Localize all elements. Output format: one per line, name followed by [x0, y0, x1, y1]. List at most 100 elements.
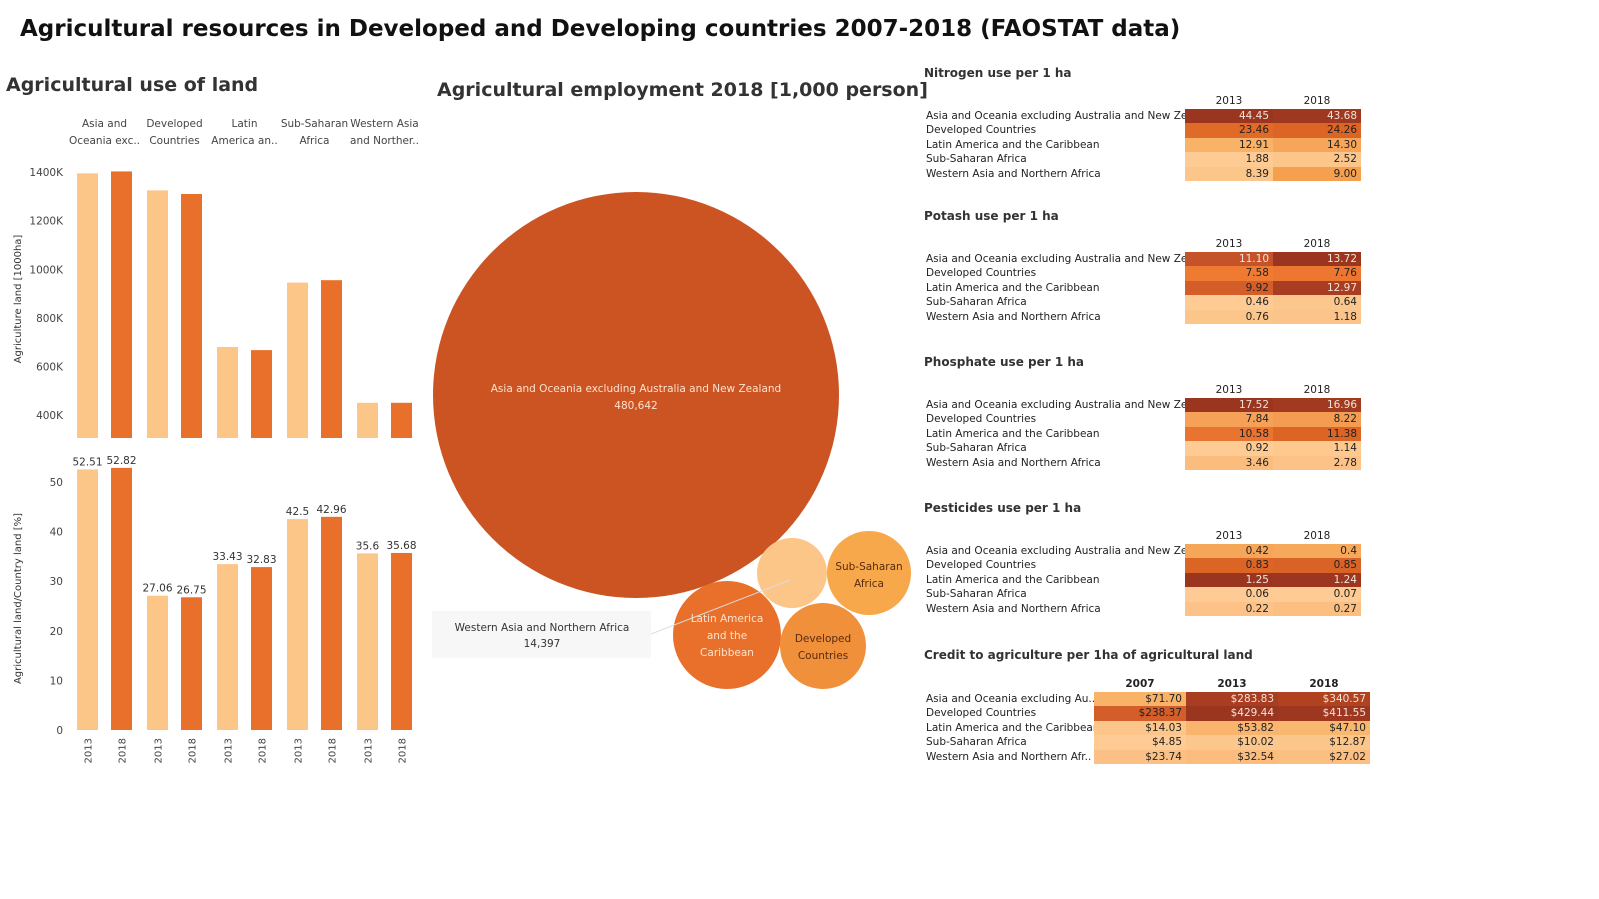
employment-bubble: [433, 192, 839, 598]
table-cell: 1.14: [1273, 441, 1361, 456]
table-column-header: 2018: [1303, 384, 1331, 396]
data-label: 35.6: [356, 540, 380, 552]
callout-line: [650, 579, 791, 635]
land-share-bar: [181, 597, 202, 730]
land-share-bar: [287, 519, 308, 730]
table-row: Developed Countries 7.58 7.76: [924, 266, 1361, 281]
y-tick-label: 400K: [36, 410, 64, 422]
y-axis-label: Agricultural land/Country land [%]: [13, 513, 24, 684]
potash-table: 2013 2018 Asia and Oceania excluding Austr…: [924, 237, 1361, 324]
table-row-label: Western Asia and Northern Afr..: [926, 750, 1092, 763]
table-row: Western Asia and Northern Africa 8.39 9.00: [924, 166, 1361, 181]
table-row-label: Sub-Saharan Africa: [926, 296, 1027, 308]
table-row-label: Sub-Saharan Africa: [926, 736, 1027, 748]
table-row: Asia and Oceania excluding Australia and…: [924, 108, 1361, 123]
table-column-header: 2018: [1303, 95, 1331, 107]
table-cell: 2.78: [1273, 455, 1361, 470]
table-column-header: 2018: [1303, 238, 1331, 250]
y-tick-label: 40: [50, 527, 63, 539]
table-cell: $238.37: [1094, 706, 1186, 721]
category-header-label: Countries: [149, 135, 199, 147]
table-row: Sub-Saharan Africa 1.88 2.52: [924, 152, 1361, 167]
potash-table-title: Potash use per 1 ha: [924, 209, 1059, 223]
bubble-label: Sub-Saharan: [835, 561, 902, 573]
land-share-bar: [391, 552, 412, 730]
table-cell: $71.70: [1094, 691, 1186, 706]
table-cell: 12.91: [1185, 137, 1273, 152]
table-cell: $32.54: [1186, 749, 1278, 764]
employment-bubble: [673, 581, 781, 689]
table-cell: 16.96: [1273, 397, 1361, 412]
table-cell: 0.76: [1185, 309, 1273, 324]
land-bar: [391, 402, 412, 438]
y-tick-label: 30: [50, 576, 63, 588]
data-label: 42.96: [316, 504, 346, 516]
table-cell: 0.85: [1273, 558, 1361, 573]
employment-bubble: [780, 603, 866, 689]
x-tick-label: 2013: [224, 738, 235, 763]
table-column-header: 2018: [1309, 678, 1339, 690]
table-cell: 13.72: [1273, 251, 1361, 266]
table-row: Latin America and the Caribbean 12.91 14.3…: [924, 137, 1361, 152]
table-column-header: 2013: [1215, 95, 1243, 107]
data-label: 42.5: [286, 506, 309, 518]
phosphate-table-title: Phosphate use per 1 ha: [924, 355, 1085, 369]
table-row-label: Developed Countries: [926, 707, 1037, 719]
land-bar: [321, 280, 342, 438]
table-cell: 8.22: [1273, 412, 1361, 427]
table-cell: 0.27: [1273, 601, 1361, 616]
x-tick-label: 2013: [294, 738, 305, 763]
table-cell: 0.07: [1273, 587, 1361, 602]
category-header-label: Asia and: [82, 118, 127, 130]
table-cell: $4.85: [1094, 735, 1186, 750]
category-header-label: Sub-Saharan: [281, 118, 348, 130]
credit-title-rest: per 1ha of agricultural land: [1062, 648, 1253, 662]
table-row-label: Latin America and the Caribbean: [926, 427, 1100, 440]
land-bar: [217, 346, 238, 438]
y-tick-label: 50: [50, 477, 63, 489]
table-column-header: 2013: [1217, 678, 1247, 690]
table-cell: $283.83: [1186, 691, 1278, 706]
table-cell: 0.83: [1185, 558, 1273, 573]
table-cell: $27.02: [1278, 749, 1370, 764]
table-row: Latin America and the Caribbean 10.58 11.3…: [924, 426, 1361, 441]
table-row: Western Asia and Northern Africa 3.46 2.78: [924, 455, 1361, 470]
table-row: Western Asia and Northern Africa 0.76 1.18: [924, 309, 1361, 324]
table-cell: 12.97: [1273, 280, 1361, 295]
table-row-label: Asia and Oceania excluding Australia and…: [926, 398, 1185, 411]
callout-box: [432, 611, 651, 658]
table-row-label: Western Asia and Northern Africa: [926, 602, 1101, 615]
table-row-label: Western Asia and Northern Africa: [926, 310, 1101, 323]
table-row: Western Asia and Northern Afr.. $23.74 $32…: [924, 749, 1370, 764]
pesticides-table: 2013 2018 Asia and Oceania excluding Austr…: [924, 529, 1361, 616]
table-row: Asia and Oceania excluding Australia and…: [924, 543, 1361, 558]
land-share-bar: [77, 469, 98, 730]
table-cell: 14.30: [1273, 137, 1361, 152]
table-row-label: Developed Countries: [926, 267, 1037, 279]
x-tick-label: 2018: [258, 738, 269, 763]
phosphate-table: 2013 2018 Asia and Oceania excluding Austr…: [924, 383, 1361, 470]
category-header-label: Western Asia: [350, 118, 418, 130]
category-header-label: Developed: [146, 118, 202, 130]
credit-table: 2007 2013 2018 Asia and Oceania excluding A…: [924, 677, 1370, 764]
data-label: 35.68: [386, 540, 416, 552]
land-share-bar: [357, 553, 378, 730]
y-tick-label: 20: [50, 626, 63, 638]
table-header-blank: [924, 529, 1185, 544]
table-cell: $23.74: [1094, 749, 1186, 764]
land-bar-charts: Asia and Oceania exc.. Developed Countries L…: [13, 118, 419, 763]
table-row: Developed Countries 7.84 8.22: [924, 412, 1361, 427]
table-cell: 17.52: [1185, 397, 1273, 412]
y-axis-label: Agriculture land [1000ha]: [13, 235, 24, 364]
table-cell: 0.22: [1185, 601, 1273, 616]
table-row-label: Sub-Saharan Africa: [926, 442, 1027, 454]
table-header-row: 2013 2018: [924, 237, 1361, 252]
land-bar: [181, 193, 202, 438]
table-row: Latin America and the Caribbean 9.92 12.97: [924, 280, 1361, 295]
land-share-bar: [111, 467, 132, 730]
table-row: Western Asia and Northern Africa 0.22 0.27: [924, 601, 1361, 616]
table-row: Developed Countries 23.46 24.26: [924, 123, 1361, 138]
y-tick-label: 10: [50, 675, 63, 687]
bubble-label: Developed: [795, 633, 851, 645]
y-tick-label: 0: [56, 725, 63, 737]
